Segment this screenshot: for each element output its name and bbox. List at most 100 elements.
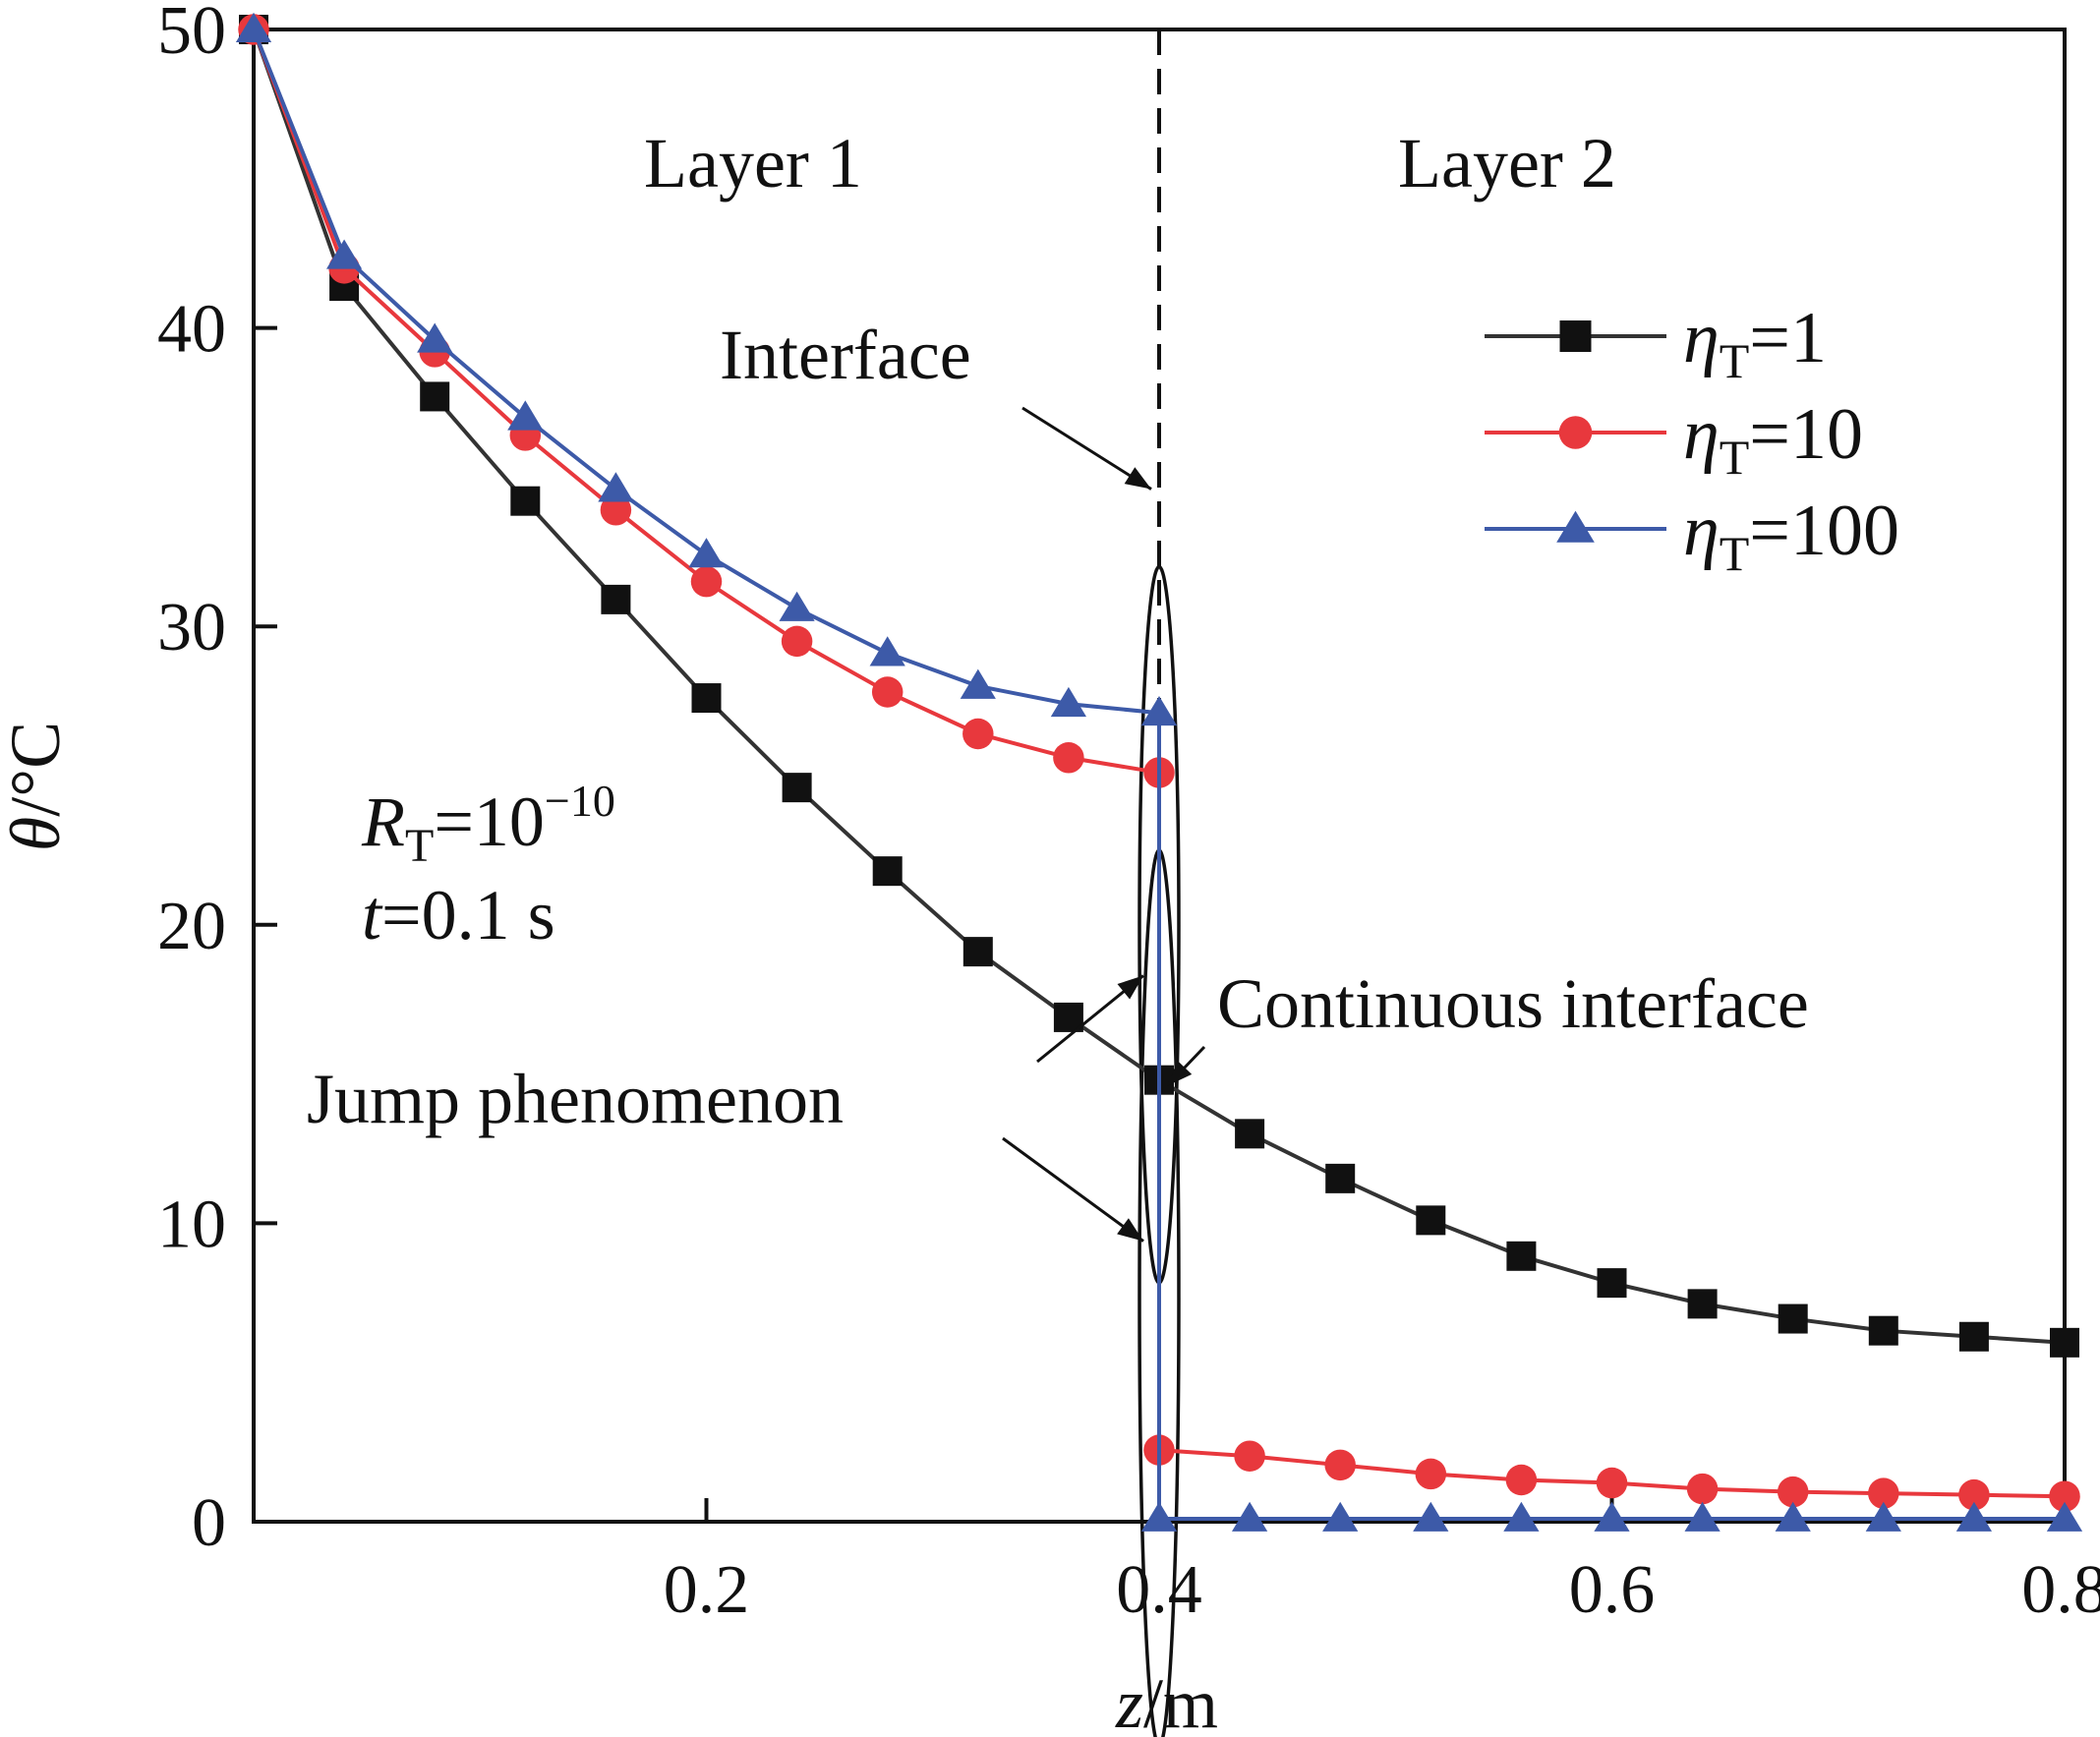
series-1-point <box>691 683 722 714</box>
series-3-point <box>598 472 634 502</box>
series-3-point <box>2046 1501 2083 1532</box>
series-3-point <box>1684 1501 1721 1532</box>
series-3-point <box>1231 1501 1268 1532</box>
series-1-point <box>782 773 812 803</box>
param-r-sub: T <box>405 820 434 872</box>
y-tick-label: 50 <box>157 0 226 69</box>
series-3-point <box>235 12 272 42</box>
series-1-point <box>1235 1119 1265 1149</box>
series-1-point <box>420 381 450 412</box>
layer-2-label: Layer 2 <box>1398 124 1616 203</box>
series-3-point <box>1775 1501 1811 1532</box>
series-2-point <box>690 565 723 598</box>
series-3-point <box>1503 1501 1540 1532</box>
series-2-point <box>871 676 904 708</box>
series-2-point <box>1324 1449 1356 1481</box>
param-r-main: R <box>361 782 405 861</box>
jump-arrow-upper <box>1036 974 1144 1064</box>
layer-1-label: Layer 1 <box>644 124 862 203</box>
param-t-rest: =0.1 s <box>381 876 555 955</box>
series-3-point <box>325 239 363 269</box>
series-2-point <box>1686 1473 1719 1505</box>
series-3-point <box>1050 686 1087 718</box>
series-1-point <box>1778 1303 1808 1334</box>
series-3-point <box>1865 1501 1901 1532</box>
series-1-point <box>1325 1163 1356 1193</box>
param-r-exp: −10 <box>545 776 615 826</box>
series-3-point <box>1140 1501 1178 1532</box>
x-tick-label: 0.6 <box>1569 1552 1656 1628</box>
jump-arrow-lower-head <box>1117 1218 1143 1242</box>
y-tick-label: 20 <box>157 889 226 964</box>
series-1-point <box>1597 1268 1627 1299</box>
series-3-point <box>1594 1501 1630 1532</box>
legend-marker-2 <box>1558 416 1593 449</box>
x-tick-label: 0.8 <box>2021 1552 2100 1628</box>
series-2-point <box>1958 1478 1990 1511</box>
series-1-point <box>2050 1327 2079 1358</box>
series-3-point <box>1413 1501 1449 1532</box>
series-3-point <box>1322 1501 1359 1532</box>
series-3-point <box>1955 1501 1993 1532</box>
param-t-label: t=0.1 s <box>362 876 555 955</box>
continuous-interface-annotation: Continuous interface <box>1217 964 1809 1043</box>
series-line-3 <box>252 29 2065 1521</box>
y-tick-label: 30 <box>157 590 226 666</box>
series-1-point <box>1416 1205 1446 1236</box>
interface-arrow <box>1021 406 1152 491</box>
continuous-arrow-head <box>1167 1061 1193 1086</box>
series-2-point <box>781 625 813 658</box>
y-axis-title: θ/°C <box>0 722 75 851</box>
series-2-point <box>1777 1476 1809 1508</box>
series-3-point <box>869 636 905 666</box>
param-r-eq: =10 <box>434 782 545 861</box>
interface-annotation: Interface <box>720 316 971 394</box>
series-3-point <box>417 322 453 353</box>
series-3-point <box>779 591 815 621</box>
x-tick-label: 0.2 <box>664 1552 750 1628</box>
jump-arrow-lower-shaft <box>1002 1136 1144 1243</box>
y-tick-label: 0 <box>192 1485 226 1561</box>
series-1-point <box>962 937 993 967</box>
jump-arrow-upper-head <box>1117 975 1143 1000</box>
series-3-point <box>688 538 725 568</box>
series-3-point <box>960 668 996 699</box>
series-1-point <box>510 486 541 516</box>
y-tick-label: 40 <box>157 292 226 368</box>
x-axis-title: z/m <box>1115 1664 1218 1737</box>
series-2-point <box>1234 1440 1265 1472</box>
legend-label-1: ηT=1 <box>1683 298 1827 388</box>
jump-phenomenon-annotation: Jump phenomenon <box>307 1060 844 1138</box>
series-1-point <box>1687 1289 1718 1319</box>
param-t-main: t <box>362 876 383 955</box>
y-tick-label: 10 <box>157 1187 226 1262</box>
series-2-point <box>600 494 632 526</box>
series-2-point <box>1505 1464 1538 1496</box>
series-3-point <box>1140 695 1178 726</box>
continuous-arrow <box>1165 1045 1206 1087</box>
series-2-point <box>2049 1480 2080 1512</box>
series-2-point <box>1596 1467 1628 1499</box>
series-2-point <box>1415 1458 1447 1490</box>
series-1-point <box>872 856 903 887</box>
chart-marks: 0.2 0.4 0.6 0.8 0 10 20 30 40 50 <box>157 0 2100 1737</box>
series-1-point <box>1506 1241 1537 1271</box>
series-1-point <box>1868 1315 1898 1346</box>
x-tick-label: 0.4 <box>1116 1552 1202 1628</box>
series-2-point <box>1868 1477 1899 1509</box>
series-1-point <box>1958 1321 1989 1352</box>
legend-marker-3 <box>1556 510 1595 543</box>
legend-label-3: ηT=100 <box>1683 491 1899 581</box>
series-2-point <box>962 718 994 750</box>
series-3-point <box>507 400 544 431</box>
param-r-label: RT=10−10 <box>361 776 615 872</box>
legend-marker-1 <box>1559 320 1592 352</box>
series-1-point <box>601 584 631 614</box>
interface-arrow-head <box>1124 467 1151 490</box>
series-2-point <box>1053 742 1084 774</box>
jump-arrow-lower <box>1002 1136 1144 1243</box>
legend-label-2: ηT=10 <box>1683 394 1863 485</box>
